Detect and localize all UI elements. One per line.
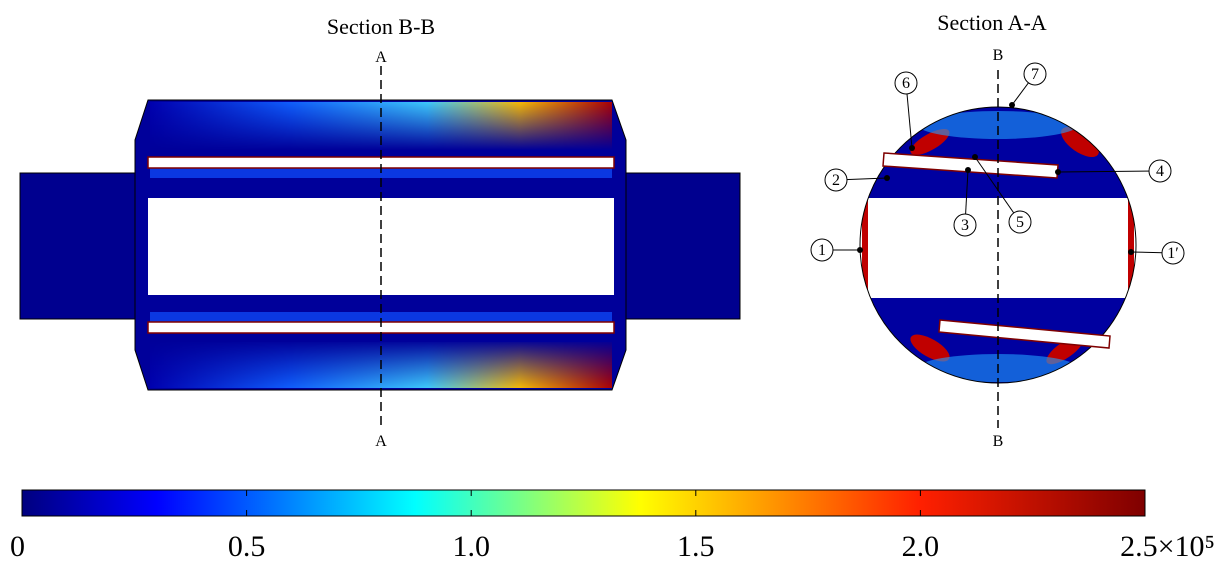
- colorbar-tick-label: 1.0: [452, 530, 490, 563]
- callout-label: 7: [1031, 66, 1039, 83]
- colorbar-tick-label: 2.5×10⁵: [1120, 530, 1215, 563]
- cut-label: A: [375, 433, 387, 450]
- callout-circle: [894, 71, 918, 95]
- leader-line: [1057, 170, 1161, 173]
- section-title: Section A-A: [937, 10, 1046, 35]
- colorbar-scale: [21, 489, 1146, 517]
- point-dot: [857, 247, 863, 253]
- field: [150, 312, 612, 322]
- callout-circle: [1008, 210, 1032, 234]
- slot: [938, 319, 1111, 349]
- point-dot: [1055, 169, 1061, 175]
- section-b-b: Section B-B A A: [19, 14, 741, 450]
- callout-label: 5: [1016, 214, 1024, 231]
- point-dot: [972, 154, 978, 160]
- point-dot: [965, 167, 971, 173]
- colorbar-tick-label: 2.0: [902, 530, 940, 563]
- point-dot: [1009, 102, 1015, 108]
- leader-line: [974, 156, 1021, 223]
- callout-circle: [1023, 62, 1047, 86]
- callout-circle: [1148, 159, 1172, 183]
- callout-circle: [953, 213, 977, 237]
- section-a-a: Section A-A B B 1 2 3 4 5 6 7 1′: [810, 10, 1185, 450]
- colorbar-tick-label: 0.5: [228, 530, 266, 563]
- section-title: Section B-B: [327, 14, 435, 39]
- callout-label: 2: [832, 172, 840, 189]
- slot: [882, 152, 1059, 179]
- callout-circle: [824, 168, 848, 192]
- cut-label: B: [993, 433, 1004, 450]
- callout-label: 4: [1156, 163, 1164, 180]
- callout-circle: [1161, 241, 1185, 265]
- point-dot: [884, 175, 890, 181]
- colorbar-tick-label: 1.5: [677, 530, 715, 563]
- point-dot: [909, 145, 915, 151]
- point-dot: [1128, 249, 1134, 255]
- colorbar: 0 0.5 1.0 1.5 2.0 2.5×10⁵: [10, 489, 1215, 563]
- callout-label: 1: [818, 242, 826, 259]
- cut-label: A: [375, 49, 387, 66]
- callout-circle: [810, 238, 834, 262]
- colorbar-tick-label: 0: [10, 530, 25, 563]
- callout-label: 6: [902, 75, 910, 92]
- callout-label: 1′: [1167, 245, 1179, 262]
- cut-label: B: [993, 47, 1004, 64]
- callout-label: 3: [961, 217, 969, 234]
